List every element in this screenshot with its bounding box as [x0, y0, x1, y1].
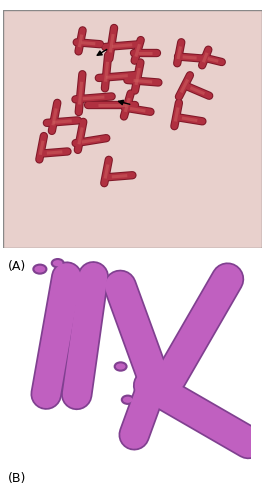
- Text: (B): (B): [8, 472, 26, 485]
- Ellipse shape: [122, 396, 134, 404]
- FancyBboxPatch shape: [0, 8, 265, 250]
- Text: (A): (A): [8, 260, 26, 273]
- Ellipse shape: [52, 259, 64, 268]
- Ellipse shape: [33, 264, 46, 274]
- Ellipse shape: [115, 362, 127, 370]
